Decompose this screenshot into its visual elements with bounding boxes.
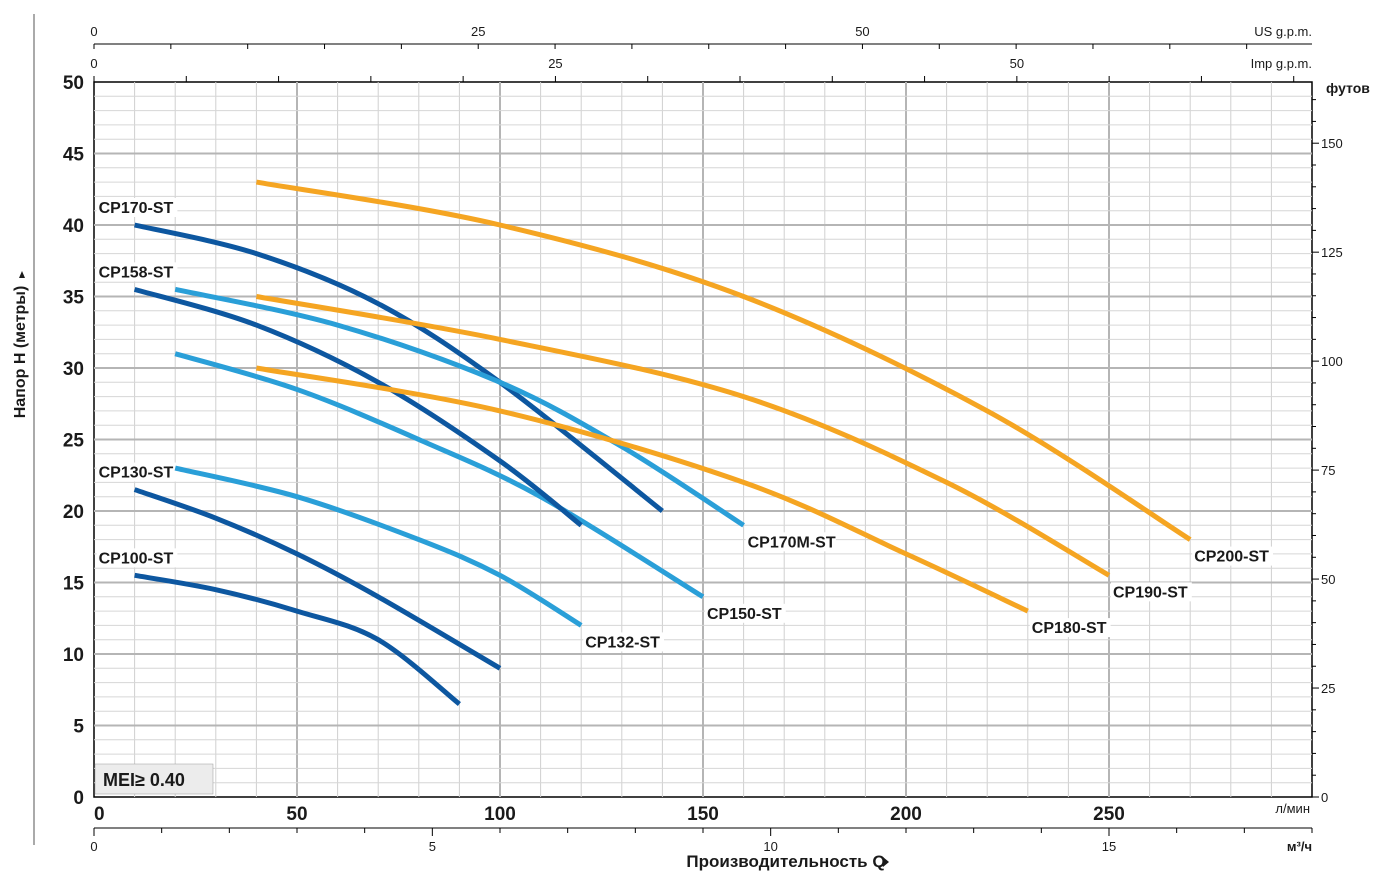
feet-tick-label: 100 <box>1321 354 1343 369</box>
y-tick-label: 45 <box>63 145 85 166</box>
feet-tick-label: 0 <box>1321 790 1328 805</box>
curve-cp180-st <box>255 365 1029 614</box>
y-axis-title: Напор H (метры) <box>12 286 29 419</box>
m3h-tick-label: 10 <box>763 839 777 854</box>
curve-cp170m-st <box>174 286 745 528</box>
us-gpm-tick-label: 0 <box>90 24 97 39</box>
label-bg-cp200-st <box>1192 546 1273 566</box>
x-tick-label: 200 <box>890 804 922 825</box>
label-bg-cp130-st <box>96 462 178 482</box>
series-group: CP100-ST CP130-ST CP132-ST CP150-ST CP158-ST… <box>96 179 1273 707</box>
feet-tick-label: 50 <box>1321 572 1335 587</box>
label-cp180-st: CP180-ST <box>1032 620 1107 637</box>
y-tick-label: 25 <box>63 431 85 452</box>
curve-cp132-st <box>174 465 583 628</box>
curve-cp200-st <box>255 179 1192 542</box>
imp-gpm-tick-label: 25 <box>548 56 562 71</box>
label-bg-cp100-st <box>96 548 178 568</box>
label-bg-cp158-st <box>96 262 178 282</box>
curve-cp150-st <box>174 351 705 599</box>
feet-axis-label: футов <box>1326 80 1370 96</box>
curve-cp190-st <box>255 294 1111 578</box>
y-tick-label: 30 <box>63 359 84 380</box>
m3h-axis-label: м³/ч <box>1287 839 1312 854</box>
m3h-tick-label: 5 <box>429 839 436 854</box>
x-tick-label: 100 <box>484 804 516 825</box>
label-cp130-st: CP130-ST <box>99 465 174 482</box>
y-axis-arrow-icon <box>19 271 25 278</box>
label-bg-cp150-st <box>705 603 786 623</box>
left-axis-ticks: 0 5 10 15 20 25 30 35 40 45 50 <box>63 73 85 809</box>
feet-tick-label: 125 <box>1321 245 1343 260</box>
curve-cp130-st <box>133 487 502 671</box>
x-units-label: л/мин <box>1275 801 1310 816</box>
m3h-tick-label: 15 <box>1102 839 1116 854</box>
label-cp200-st: CP200-ST <box>1194 549 1269 566</box>
curve-cp100-st <box>134 572 461 707</box>
y-tick-label: 50 <box>63 73 84 94</box>
x-tick-label: 50 <box>286 804 307 825</box>
label-bg-cp132-st <box>583 632 664 652</box>
label-cp158-st: CP158-ST <box>99 264 174 281</box>
us-gpm-tick-label: 25 <box>471 24 485 39</box>
label-cp190-st: CP190-ST <box>1113 584 1188 601</box>
y-tick-label: 15 <box>63 574 85 595</box>
label-bg-cp170m-st <box>745 532 836 552</box>
curve-cp170-st <box>134 222 664 513</box>
label-cp170m-st: CP170M-ST <box>748 534 836 551</box>
label-bg-cp180-st <box>1029 618 1111 638</box>
y-tick-label: 10 <box>63 645 84 666</box>
mei-badge-box <box>94 763 214 795</box>
curve-cp158-st <box>133 286 583 528</box>
y-tick-label: 20 <box>63 502 84 523</box>
x-tick-label: 0 <box>94 804 105 825</box>
top-axes-ticks: 0 25 50 0 25 50 <box>90 24 1295 82</box>
imp-gpm-label: Imp g.p.m. <box>1251 56 1312 71</box>
y-tick-label: 35 <box>63 288 85 309</box>
x-tick-label: 150 <box>687 804 719 825</box>
feet-tick-label: 25 <box>1321 681 1335 696</box>
x-tick-label: 250 <box>1093 804 1125 825</box>
feet-tick-label: 75 <box>1321 463 1335 478</box>
us-gpm-tick-label: 50 <box>855 24 869 39</box>
imp-gpm-tick-label: 0 <box>90 56 97 71</box>
label-cp132-st: CP132-ST <box>585 634 660 651</box>
right-axis-ticks: 0 25 50 75 100 125 150 <box>1312 99 1343 805</box>
label-cp150-st: CP150-ST <box>707 606 782 623</box>
label-bg-cp190-st <box>1111 582 1192 602</box>
bottom-axis-ticks: 0 50 100 150 200 250 <box>94 804 1125 825</box>
y-tick-label: 40 <box>63 216 84 237</box>
mei-badge: MEI≥ 0.40 <box>103 770 185 790</box>
label-cp170-st: CP170-ST <box>99 200 174 217</box>
label-bg-cp170-st <box>96 198 178 217</box>
label-cp100-st: CP100-ST <box>99 550 174 567</box>
x-axis-arrow-icon <box>883 857 889 867</box>
feet-tick-label: 150 <box>1321 136 1343 151</box>
x-axis-title: Производительность Q <box>686 852 885 871</box>
m3h-tick-label: 0 <box>90 839 97 854</box>
grid <box>94 82 1312 797</box>
y-tick-label: 5 <box>73 717 84 738</box>
us-gpm-label: US g.p.m. <box>1254 24 1312 39</box>
y-tick-label: 0 <box>73 788 84 809</box>
m3h-axis-ticks: 0 5 10 15 <box>90 828 1313 854</box>
imp-gpm-tick-label: 50 <box>1010 56 1024 71</box>
